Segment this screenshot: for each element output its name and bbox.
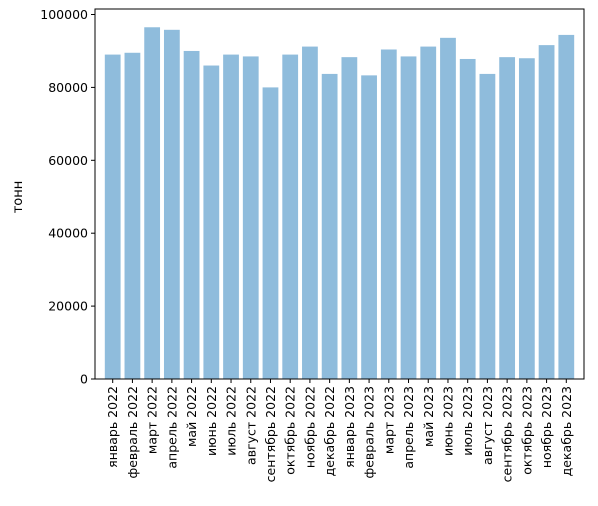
x-tick-label: декабрь 2022 bbox=[322, 386, 337, 476]
bar bbox=[538, 45, 555, 380]
bar bbox=[499, 57, 516, 380]
x-tick-label: январь 2023 bbox=[342, 386, 357, 468]
bar bbox=[321, 73, 338, 379]
bar bbox=[183, 50, 200, 379]
x-tick-label: апрель 2023 bbox=[401, 386, 416, 469]
y-tick-label: 80000 bbox=[48, 80, 88, 95]
x-tick-label: август 2022 bbox=[243, 386, 258, 465]
x-tick-label: март 2022 bbox=[145, 386, 160, 454]
bar bbox=[242, 56, 259, 380]
bar bbox=[144, 27, 161, 379]
x-tick-label: июнь 2022 bbox=[204, 386, 219, 456]
bar bbox=[282, 54, 299, 380]
y-tick-label: 0 bbox=[80, 372, 88, 387]
x-tick-label: май 2023 bbox=[421, 386, 436, 447]
x-tick-label: октябрь 2023 bbox=[519, 386, 534, 475]
bar bbox=[203, 65, 220, 379]
y-tick-label: 40000 bbox=[48, 226, 88, 241]
y-axis-label: тонн bbox=[11, 181, 26, 214]
x-tick-label: февраль 2022 bbox=[125, 386, 140, 478]
plot-frame bbox=[94, 8, 585, 380]
bar bbox=[400, 56, 417, 380]
y-tick-label: 20000 bbox=[48, 299, 88, 314]
bar bbox=[479, 73, 496, 379]
x-tick-label: октябрь 2022 bbox=[283, 386, 298, 475]
x-tick-label: февраль 2023 bbox=[362, 386, 377, 478]
x-tick-label: август 2023 bbox=[480, 386, 495, 465]
bar bbox=[341, 57, 358, 380]
bar bbox=[124, 52, 141, 380]
x-tick-label: июль 2022 bbox=[224, 386, 239, 456]
bar bbox=[459, 58, 476, 379]
x-tick-label: апрель 2022 bbox=[164, 386, 179, 469]
bar bbox=[104, 54, 121, 380]
bar bbox=[518, 58, 535, 380]
bar bbox=[380, 49, 397, 380]
y-tick-label: 60000 bbox=[48, 153, 88, 168]
bar bbox=[302, 46, 318, 379]
x-tick-label: сентябрь 2023 bbox=[500, 386, 515, 482]
bar bbox=[262, 87, 279, 380]
x-tick-label: июль 2023 bbox=[460, 386, 475, 456]
bar bbox=[361, 75, 377, 380]
plot-area: 0 20000 40000 60000 80000 100000 январь 2022 фе… bbox=[40, 7, 585, 482]
bar bbox=[440, 37, 456, 379]
bar bbox=[223, 54, 239, 380]
bar bbox=[420, 46, 437, 379]
y-tick-label: 100000 bbox=[40, 7, 88, 22]
x-tick-label: март 2023 bbox=[381, 386, 396, 454]
x-tick-label: январь 2022 bbox=[105, 386, 120, 468]
x-tick-label: июнь 2023 bbox=[440, 386, 455, 456]
x-tick-label: ноябрь 2022 bbox=[302, 386, 317, 468]
x-tick-label: декабрь 2023 bbox=[559, 386, 574, 476]
bar bbox=[163, 29, 180, 380]
bar bbox=[558, 34, 575, 379]
x-tick-label: май 2022 bbox=[184, 386, 199, 447]
x-tick-label: ноябрь 2023 bbox=[539, 386, 554, 468]
x-tick-label: сентябрь 2022 bbox=[263, 386, 278, 482]
